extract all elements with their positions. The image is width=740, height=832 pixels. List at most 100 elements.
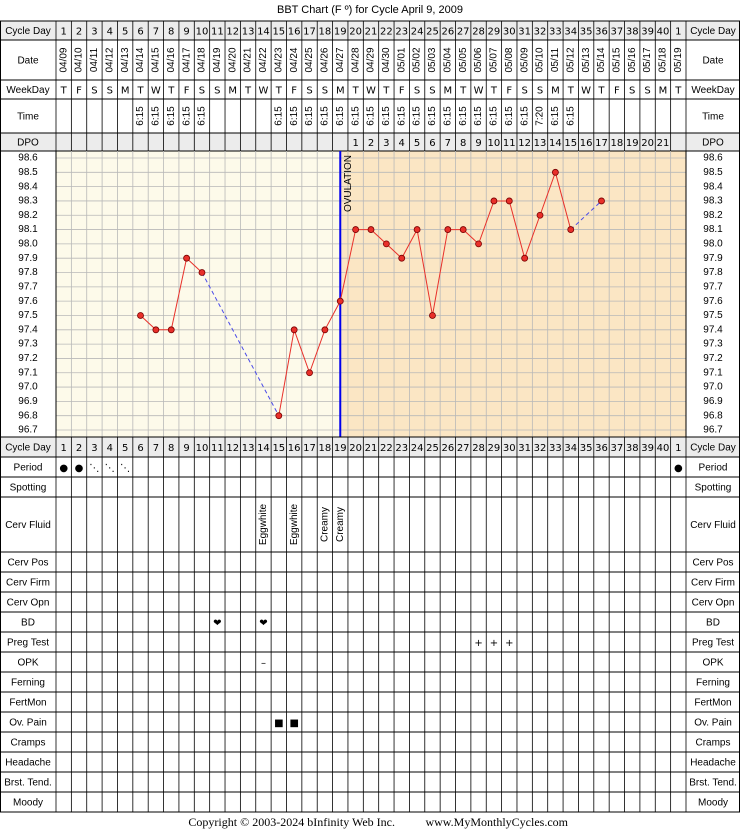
row-label: Cerv Firm: [691, 578, 735, 589]
row-label: 97.5: [18, 310, 38, 321]
post-ovulation-bg: [340, 151, 686, 437]
temperature-point: [505, 197, 513, 205]
cell-text: 04/09: [58, 47, 69, 72]
temperature-point: [382, 240, 390, 248]
row-label: 97.6: [703, 296, 723, 307]
row-label: 98.5: [18, 167, 38, 178]
row-label: BD: [706, 618, 720, 629]
cell-text: ❤: [213, 618, 221, 629]
cell-text: 2: [76, 27, 82, 38]
cell-text: 6:15: [166, 106, 177, 126]
cell-text: 20: [641, 138, 654, 149]
temperature-point: [183, 254, 191, 262]
row-label: DPO: [702, 138, 724, 149]
cell-text: 23: [395, 27, 408, 38]
cell-text: 5: [122, 443, 128, 454]
temperature-line: [278, 170, 572, 416]
row-label: 96.8: [18, 410, 38, 421]
temperature-point: [551, 168, 559, 176]
cell-text: T: [244, 86, 252, 97]
temperature-point: [444, 226, 452, 233]
row-label: Preg Test: [692, 638, 734, 649]
cell-text: T: [60, 86, 68, 97]
cell-text: T: [382, 86, 390, 97]
cell-text: 04/18: [197, 47, 208, 72]
cell-text: 13: [242, 443, 255, 454]
row-label: Spotting: [695, 483, 732, 494]
cell-text: ●: [674, 463, 683, 474]
cell-text: 1: [60, 443, 66, 454]
cell-text: 6: [137, 443, 143, 454]
cell-text: 3: [91, 443, 97, 454]
cell-text: 38: [626, 27, 639, 38]
cell-text: 40: [657, 27, 670, 38]
row-label: 96.9: [703, 396, 723, 407]
cell-text: 24: [411, 27, 424, 38]
cell-text: 05/17: [642, 47, 653, 72]
cell-text: M: [121, 86, 130, 97]
temperature-point: [336, 297, 344, 305]
row-label: FertMon: [9, 698, 46, 709]
row-label: 98.4: [18, 181, 38, 192]
cell-text: 39: [641, 27, 654, 38]
cell-text: 23: [395, 443, 408, 454]
cell-text: F: [291, 86, 297, 97]
cell-text: 04/15: [151, 47, 162, 72]
row-label: Ferning: [11, 678, 45, 689]
row-label: Ov. Pain: [694, 718, 732, 729]
cell-text: 6:15: [135, 106, 146, 126]
cell-text: 21: [657, 138, 670, 149]
cell-text: 04/30: [381, 47, 392, 72]
cell-text: 18: [319, 443, 332, 454]
row-label: 97.1: [703, 367, 723, 378]
row-label: Cramps: [695, 738, 730, 749]
cell-text: 04/22: [258, 47, 269, 72]
temperature-point: [429, 312, 436, 319]
cell-text: 04/12: [104, 47, 115, 72]
row-label: Date: [702, 56, 724, 67]
temperature-point: [598, 197, 605, 205]
cell-text: S: [537, 86, 543, 97]
cell-text: 04/13: [120, 47, 131, 72]
cell-text: T: [674, 86, 682, 97]
cell-text: 05/05: [458, 47, 469, 72]
cell-text: 05/15: [611, 47, 622, 72]
cell-text: F: [76, 86, 82, 97]
cell-text: S: [322, 86, 328, 97]
cell-text: 22: [380, 443, 393, 454]
cell-text: 04/29: [366, 47, 377, 72]
cell-text: 04/20: [227, 47, 238, 72]
row-label: 97.2: [18, 353, 38, 364]
row-label: 98.5: [703, 167, 723, 178]
cell-text: Creamy: [320, 507, 331, 542]
row-label: Moody: [698, 798, 728, 809]
cell-text: 05/12: [565, 47, 576, 72]
cell-text: 20: [349, 27, 362, 38]
cell-text: 04/19: [212, 47, 223, 72]
cell-text: 05/14: [596, 47, 607, 72]
cell-text: 33: [549, 443, 562, 454]
cell-text: 22: [380, 27, 393, 38]
temperature-point: [152, 326, 160, 334]
cell-text: 05/16: [627, 47, 638, 72]
cell-text: F: [399, 86, 405, 97]
cell-text: 6:15: [350, 106, 361, 126]
cell-text: 05/04: [442, 47, 453, 72]
cell-text: 05/02: [412, 47, 423, 72]
temperature-point: [306, 369, 313, 377]
cell-text: S: [214, 86, 220, 97]
row-label: 98.4: [703, 181, 723, 192]
cell-text: 16: [288, 27, 301, 38]
cell-text: 11: [211, 27, 224, 38]
site-link: www.MyMonthlyCycles.com: [425, 815, 568, 829]
ovulation-label: OVULATION: [343, 155, 354, 212]
temperature-point: [352, 226, 360, 233]
row-label: 98.0: [18, 239, 38, 250]
cell-text: 05/13: [581, 47, 592, 72]
temperature-point: [290, 326, 298, 334]
cell-text: 17: [595, 138, 608, 149]
cell-text: 6:15: [320, 106, 331, 126]
cell-text: 5: [122, 27, 128, 38]
cell-text: ❤: [259, 618, 267, 629]
